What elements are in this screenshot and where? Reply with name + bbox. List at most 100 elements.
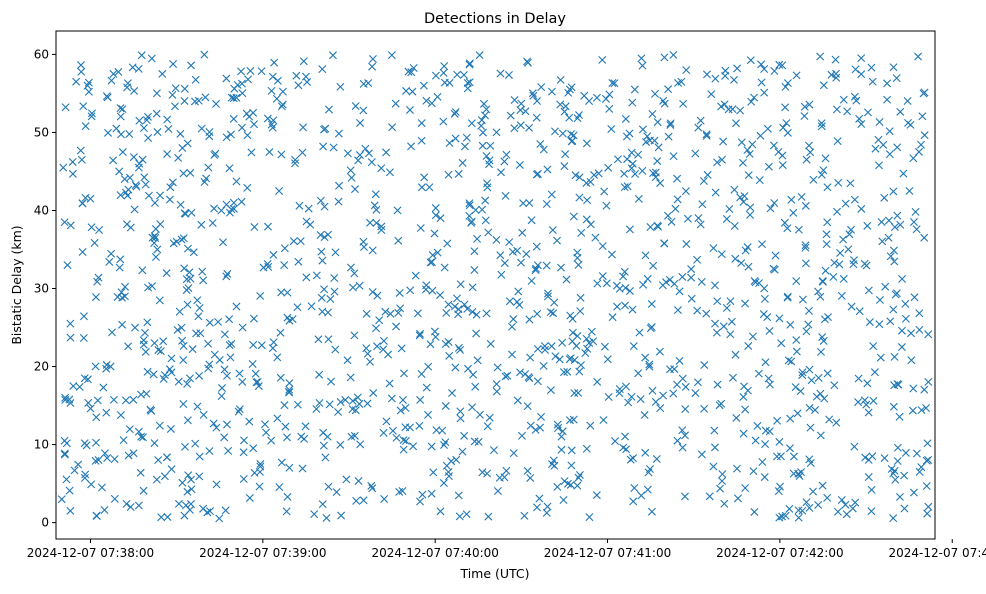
data-point — [426, 258, 435, 267]
data-point — [712, 328, 721, 337]
data-point — [346, 166, 355, 175]
data-point — [76, 146, 85, 155]
data-point — [582, 334, 591, 343]
data-point — [420, 173, 429, 182]
data-point — [280, 244, 289, 253]
data-point — [356, 440, 365, 449]
data-point — [273, 414, 282, 423]
data-point — [465, 201, 474, 210]
data-point — [154, 456, 163, 465]
data-point — [429, 468, 438, 477]
data-point — [696, 220, 705, 229]
data-point — [238, 377, 247, 386]
data-point — [728, 105, 737, 114]
data-point — [116, 191, 125, 200]
data-point — [93, 396, 102, 405]
data-point — [525, 315, 534, 324]
data-point — [195, 304, 204, 313]
data-point — [839, 95, 848, 104]
data-point — [844, 245, 853, 254]
data-point — [516, 121, 525, 130]
data-point — [208, 219, 217, 227]
data-point — [314, 335, 323, 344]
data-point — [409, 442, 418, 451]
data-point — [328, 51, 337, 60]
data-point — [492, 235, 501, 244]
data-point — [885, 127, 894, 136]
data-point — [363, 349, 372, 358]
data-point — [673, 380, 682, 389]
data-point — [183, 300, 192, 309]
data-point — [302, 273, 311, 282]
data-point — [368, 62, 377, 71]
data-point — [108, 328, 117, 337]
data-point — [269, 250, 278, 259]
data-point — [647, 300, 656, 309]
data-point — [857, 204, 866, 213]
data-point — [218, 384, 227, 393]
data-point — [893, 443, 902, 452]
data-point — [804, 306, 813, 315]
data-point — [79, 334, 88, 342]
data-point — [440, 440, 449, 449]
data-point — [482, 309, 491, 318]
data-point — [624, 398, 633, 407]
data-point — [574, 260, 583, 269]
data-point — [134, 64, 143, 73]
data-point — [575, 470, 584, 479]
data-point — [91, 362, 100, 371]
data-point — [889, 246, 898, 255]
data-point — [441, 340, 450, 349]
data-point — [680, 492, 689, 501]
data-point — [361, 144, 370, 153]
data-point — [750, 507, 759, 516]
data-point — [468, 307, 477, 316]
data-point — [277, 458, 286, 467]
data-point — [371, 190, 380, 199]
x-axis: 2024-12-07 07:38:00 2024-12-07 07:39:00 20… — [27, 539, 986, 560]
data-point — [129, 395, 138, 404]
data-point — [846, 179, 855, 188]
data-point — [385, 168, 394, 177]
data-point — [353, 393, 362, 402]
data-point — [713, 158, 722, 167]
data-point — [521, 107, 530, 116]
data-point — [850, 442, 859, 451]
data-point — [652, 455, 661, 463]
data-point — [189, 248, 198, 257]
data-point — [366, 218, 375, 227]
data-point — [696, 116, 705, 125]
data-point — [157, 513, 166, 522]
data-point — [917, 463, 926, 472]
data-point — [119, 436, 128, 445]
data-point — [368, 55, 377, 63]
data-point — [118, 148, 127, 157]
data-point — [388, 123, 397, 132]
data-point — [832, 418, 841, 427]
data-point — [377, 226, 386, 235]
data-point — [760, 64, 769, 73]
data-point — [774, 148, 783, 157]
data-point — [502, 150, 511, 159]
data-point — [110, 455, 119, 464]
data-point — [724, 105, 733, 114]
data-point — [756, 131, 765, 140]
data-point — [821, 154, 830, 163]
data-point — [915, 325, 924, 334]
data-point — [897, 326, 906, 335]
data-point — [911, 207, 920, 216]
data-point — [845, 230, 854, 239]
data-point — [886, 317, 895, 326]
data-point — [505, 297, 514, 306]
data-point — [129, 153, 138, 162]
data-point — [359, 79, 368, 88]
data-point — [641, 353, 650, 362]
data-point — [505, 238, 514, 247]
data-point — [791, 383, 800, 392]
data-point — [407, 142, 416, 151]
data-point — [422, 96, 431, 105]
data-point — [598, 55, 607, 64]
data-point — [663, 211, 672, 220]
data-point — [806, 148, 815, 157]
data-point — [401, 436, 410, 445]
